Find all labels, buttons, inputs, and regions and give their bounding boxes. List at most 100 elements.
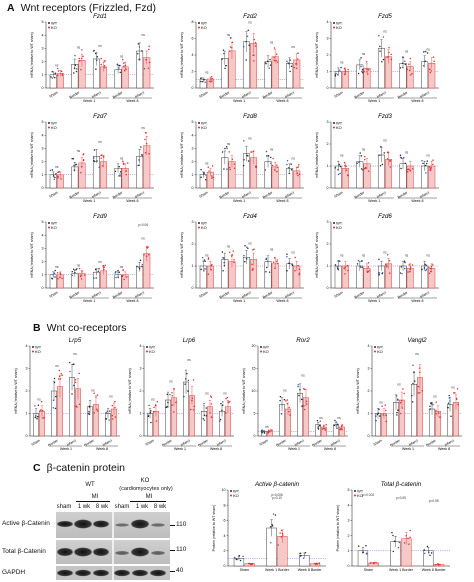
fzd3-point-wt-1-5: [360, 168, 363, 170]
ror2-point-ko-0-2: [267, 429, 270, 432]
fzd6-point-wt-0-0: [336, 266, 339, 268]
fzd5-point-wt-0-2: [337, 74, 339, 76]
fzd8-point-ko-0-4: [211, 175, 213, 177]
blot-lane-ko-8wk: 8 wk: [153, 504, 167, 510]
lrp6-point-wt-4-5: [220, 402, 222, 405]
fzd7-point-wt-3-0: [119, 175, 122, 177]
vangl2-ytick-4: 4: [368, 344, 370, 348]
vangl2-point-ko-4-3: [456, 388, 459, 390]
fzd1-point-ko-1-2: [81, 49, 83, 51]
fzd4-point-wt-3-2: [265, 258, 267, 260]
band-active-wt-sham: [57, 521, 73, 527]
fzd8-point-wt-0-3: [204, 174, 207, 176]
fzd5-point-wt-1-5: [360, 57, 362, 59]
fzd6-point-wt-1-2: [356, 263, 359, 265]
total_bcat-ytick-4: 4: [348, 503, 350, 507]
ror2-ns-1: ns: [283, 388, 287, 392]
active_bcat-legend-dot-0: [230, 490, 232, 492]
fzd3-point-wt-4-3: [425, 172, 427, 174]
fzd8-point-wt-2-0: [243, 158, 245, 161]
fzd7-point-ko-4-2: [144, 152, 147, 154]
lrp6-point-wt-2-1: [186, 372, 188, 375]
fzd2-point-wt-4-1: [290, 65, 293, 67]
fzd8-point-wt-1-0: [226, 147, 228, 150]
active_bcat-ytick-4: 8: [224, 503, 226, 507]
fzd4-point-ko-2-2: [251, 263, 253, 266]
fzd9-week-0: Week 1: [83, 299, 95, 303]
fzd7-point-wt-2-2: [93, 149, 96, 151]
fzd9-xcat-0: Sham: [48, 291, 58, 299]
fzd6-ylabel: mRNA (relative to WT sham): [315, 232, 319, 278]
fzd1-point-ko-0-0: [60, 70, 63, 73]
fzd2-point-ko-0-3: [210, 78, 213, 80]
total_bcat-point-wt-2-1: [430, 552, 433, 554]
fzd6-point-ko-3-3: [409, 268, 411, 271]
lrp5-point-ko-0-5: [42, 417, 44, 419]
fzd1-point-ko-3-3: [123, 65, 125, 67]
fzd3-point-wt-3-2: [399, 154, 402, 156]
fzd9-point-wt-0-5: [51, 277, 53, 279]
total_bcat-point-wt-1-2: [392, 550, 395, 553]
active_bcat-point-wt-1-2: [271, 524, 273, 526]
fzd4-point-ko-3-5: [272, 261, 275, 263]
fzd9-point-ko-2-2: [104, 264, 106, 267]
lrp6-ylabel: mRNA (relative to WT sham): [128, 368, 132, 414]
fzd5-ylabel: mRNA (relative to WT sham): [315, 32, 319, 78]
lrp6-xcat-4: Infarct: [216, 439, 227, 447]
fzd9-point-wt-1-0: [71, 274, 74, 277]
fzd8-point-ko-3-4: [272, 157, 274, 160]
fzd9-xcat-3: Border: [112, 290, 124, 299]
lrp5-point-wt-0-1: [36, 417, 38, 420]
fzd9-point-wt-0-0: [52, 274, 54, 276]
total_bcat-point-ko-0-5: [372, 562, 375, 565]
vangl2-point-ko-2-5: [417, 385, 420, 388]
fzd2-point-ko-0-1: [211, 80, 213, 82]
lrp6-week-1: Week 8: [210, 447, 222, 451]
fzd8-ytick-0: 0: [192, 186, 194, 190]
fzd8-point-wt-2-1: [247, 160, 250, 162]
fzd4-ns-1: ns: [227, 244, 231, 248]
fzd2-point-ko-0-0: [208, 80, 211, 83]
lrp5-point-ko-1-5: [58, 375, 61, 378]
fzd2-point-wt-1-1: [225, 64, 227, 67]
fzd2-point-ko-4-1: [297, 58, 299, 60]
lrp6-point-ko-0-5: [154, 404, 157, 407]
band-gapdh-ko-sham: [114, 569, 130, 577]
fzd3-point-ko-3-4: [406, 171, 409, 173]
lrp6-xcat-1: Border: [161, 438, 173, 447]
fzd6-legend-dot-0: [333, 222, 335, 224]
fzd4-point-wt-3-3: [266, 260, 269, 263]
vangl2-point-wt-4-2: [448, 394, 450, 397]
fzd7-point-wt-0-0: [53, 178, 56, 181]
fzd9-point-ko-1-0: [81, 270, 83, 273]
fzd6-xcat-4: Infarct: [419, 291, 430, 299]
fzd9-point-ko-4-5: [143, 254, 145, 256]
fzd5-point-wt-2-2: [381, 61, 383, 63]
fzd1-point-wt-0-2: [53, 76, 56, 79]
fzd1-point-ko-4-4: [148, 61, 151, 64]
fzd7-legend-1: KO: [51, 125, 57, 130]
lrp5-point-wt-0-5: [37, 404, 40, 407]
lrp6-point-wt-0-2: [147, 415, 150, 418]
lrp5-xcat-2: Infarct: [66, 439, 77, 447]
fzd4-point-ko-4-2: [294, 270, 296, 272]
active_bcat-point-ko-0-1: [250, 563, 252, 566]
fzd3-ytick-1: 1: [327, 164, 329, 168]
fzd2-point-ko-0-5: [210, 81, 212, 83]
fzd8-point-ko-3-3: [276, 166, 279, 168]
vangl2-point-wt-0-4: [376, 413, 379, 416]
vangl2-point-wt-1-4: [397, 398, 399, 401]
lrp6-ns-1: ns: [169, 379, 173, 383]
fzd7-point-ko-2-4: [103, 156, 105, 158]
total_bcat-point-ko-1-1: [408, 543, 410, 545]
fzd8-point-ko-3-2: [273, 169, 276, 171]
fzd8-legend-dot-0: [198, 122, 200, 124]
fzd5-point-wt-0-3: [335, 72, 337, 75]
fzd5-point-ko-3-4: [408, 63, 410, 65]
fzd7-point-wt-3-3: [119, 173, 121, 175]
vangl2-point-ko-1-3: [400, 412, 402, 415]
fzd5-xcat-1: Border: [354, 90, 366, 99]
fzd6-ns-4: ns: [427, 253, 431, 257]
ror2-legend-0: WT: [263, 344, 270, 349]
